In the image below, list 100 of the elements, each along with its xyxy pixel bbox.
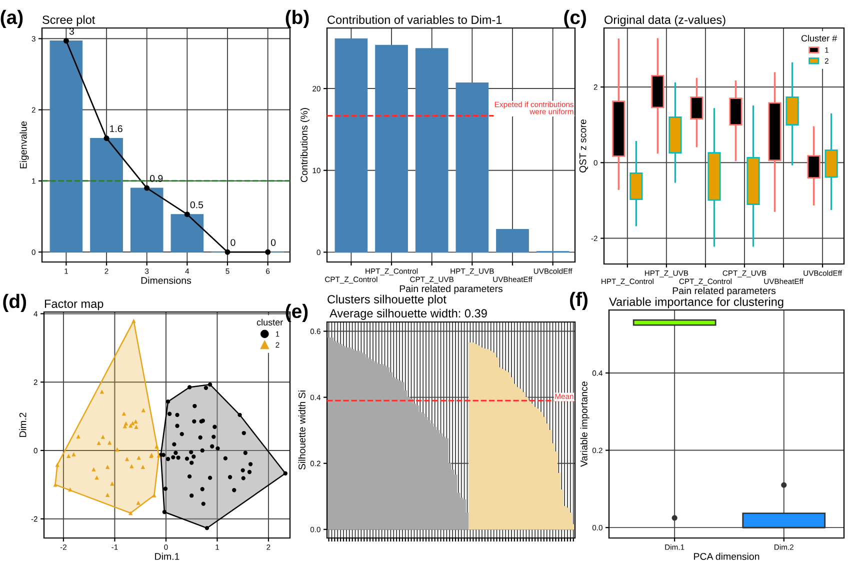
point: [105, 464, 110, 469]
legend-title: Cluster #: [801, 34, 838, 42]
text: (a): [0, 10, 23, 28]
point: [152, 493, 156, 498]
point: [55, 462, 60, 467]
point: [166, 456, 170, 462]
point: [204, 386, 208, 390]
point: [96, 440, 101, 446]
point: [100, 434, 106, 439]
y-axis-title: Silhouette width Si: [298, 390, 306, 470]
bar: [496, 228, 529, 252]
point: [192, 454, 196, 459]
point: [94, 475, 99, 480]
point: [108, 440, 112, 445]
chart-title: Variable importance for clustering: [609, 297, 784, 308]
data-label: 0: [230, 239, 236, 246]
bar: [334, 38, 368, 252]
text: (c): [564, 10, 586, 28]
point: [192, 419, 196, 424]
point: [171, 455, 176, 460]
point: [134, 424, 138, 429]
point: [136, 456, 141, 460]
point: [105, 492, 110, 498]
point: [162, 510, 167, 514]
point: [247, 470, 252, 474]
text: (d): [3, 294, 26, 312]
y-axis-title: Contributions (%): [300, 108, 310, 182]
y-axis-title: Dim.2: [19, 412, 26, 437]
point: [184, 212, 190, 218]
point: [243, 450, 248, 455]
bar: [462, 499, 466, 530]
point: [166, 399, 170, 404]
point: [210, 444, 214, 448]
point: [265, 249, 271, 255]
y-axis-title: QST z score: [579, 120, 588, 172]
point: [180, 432, 184, 436]
point: [130, 464, 134, 468]
annotation: (e): [286, 304, 308, 322]
point: [124, 456, 130, 462]
legend-title: cluster: [256, 318, 283, 326]
point: [238, 412, 242, 417]
point: [228, 475, 232, 480]
point: [192, 404, 197, 408]
point: [212, 424, 217, 429]
point: [130, 421, 135, 426]
point: [200, 487, 204, 492]
point: [187, 385, 192, 390]
point: [232, 488, 236, 492]
point: [115, 447, 120, 452]
x-axis-title: Dim.1: [155, 552, 180, 560]
point: [163, 486, 168, 491]
point: [208, 382, 212, 387]
point: [76, 434, 80, 439]
point: [187, 474, 192, 479]
point: [132, 318, 136, 323]
point: [68, 487, 72, 492]
point: [136, 500, 140, 505]
point: [176, 456, 180, 460]
point: [128, 510, 133, 516]
bar: [90, 138, 123, 252]
point: [175, 424, 180, 428]
bar: [130, 188, 164, 252]
point: [242, 430, 246, 436]
point: [175, 412, 180, 417]
point: [189, 450, 194, 454]
point: [110, 482, 114, 486]
bar: [415, 48, 448, 252]
y-axis-title: Variable importance: [580, 382, 590, 467]
point: [174, 450, 178, 455]
chart-title: Original data (z-values): [604, 15, 726, 26]
point: [144, 185, 150, 191]
point: [208, 476, 212, 480]
point: [212, 434, 216, 439]
point: [283, 471, 288, 476]
bar: [375, 44, 408, 252]
point: [241, 476, 246, 480]
point: [240, 468, 245, 472]
point: [184, 456, 190, 461]
point: [92, 467, 96, 472]
point: [140, 464, 145, 469]
point: [216, 446, 220, 451]
text: (f): [570, 292, 588, 310]
data-label: 0.5: [190, 201, 204, 208]
x-axis-title: PCA dimension: [694, 552, 760, 560]
chart-title: Scree plot: [42, 15, 96, 26]
point: [190, 460, 194, 465]
point: [224, 249, 230, 255]
point: [172, 442, 176, 446]
data-label: 0: [270, 239, 276, 246]
point: [198, 435, 202, 440]
y-axis-title: Eigenvalue: [20, 121, 29, 168]
bar: [170, 214, 204, 252]
point: [141, 408, 146, 412]
chart-title: Clusters silhouette plot: [328, 294, 446, 306]
point: [204, 526, 210, 530]
point: [223, 456, 228, 460]
point: [200, 448, 204, 453]
x-axis-title: Dimensions: [141, 276, 192, 284]
point: [190, 494, 194, 498]
bar: [456, 82, 489, 252]
